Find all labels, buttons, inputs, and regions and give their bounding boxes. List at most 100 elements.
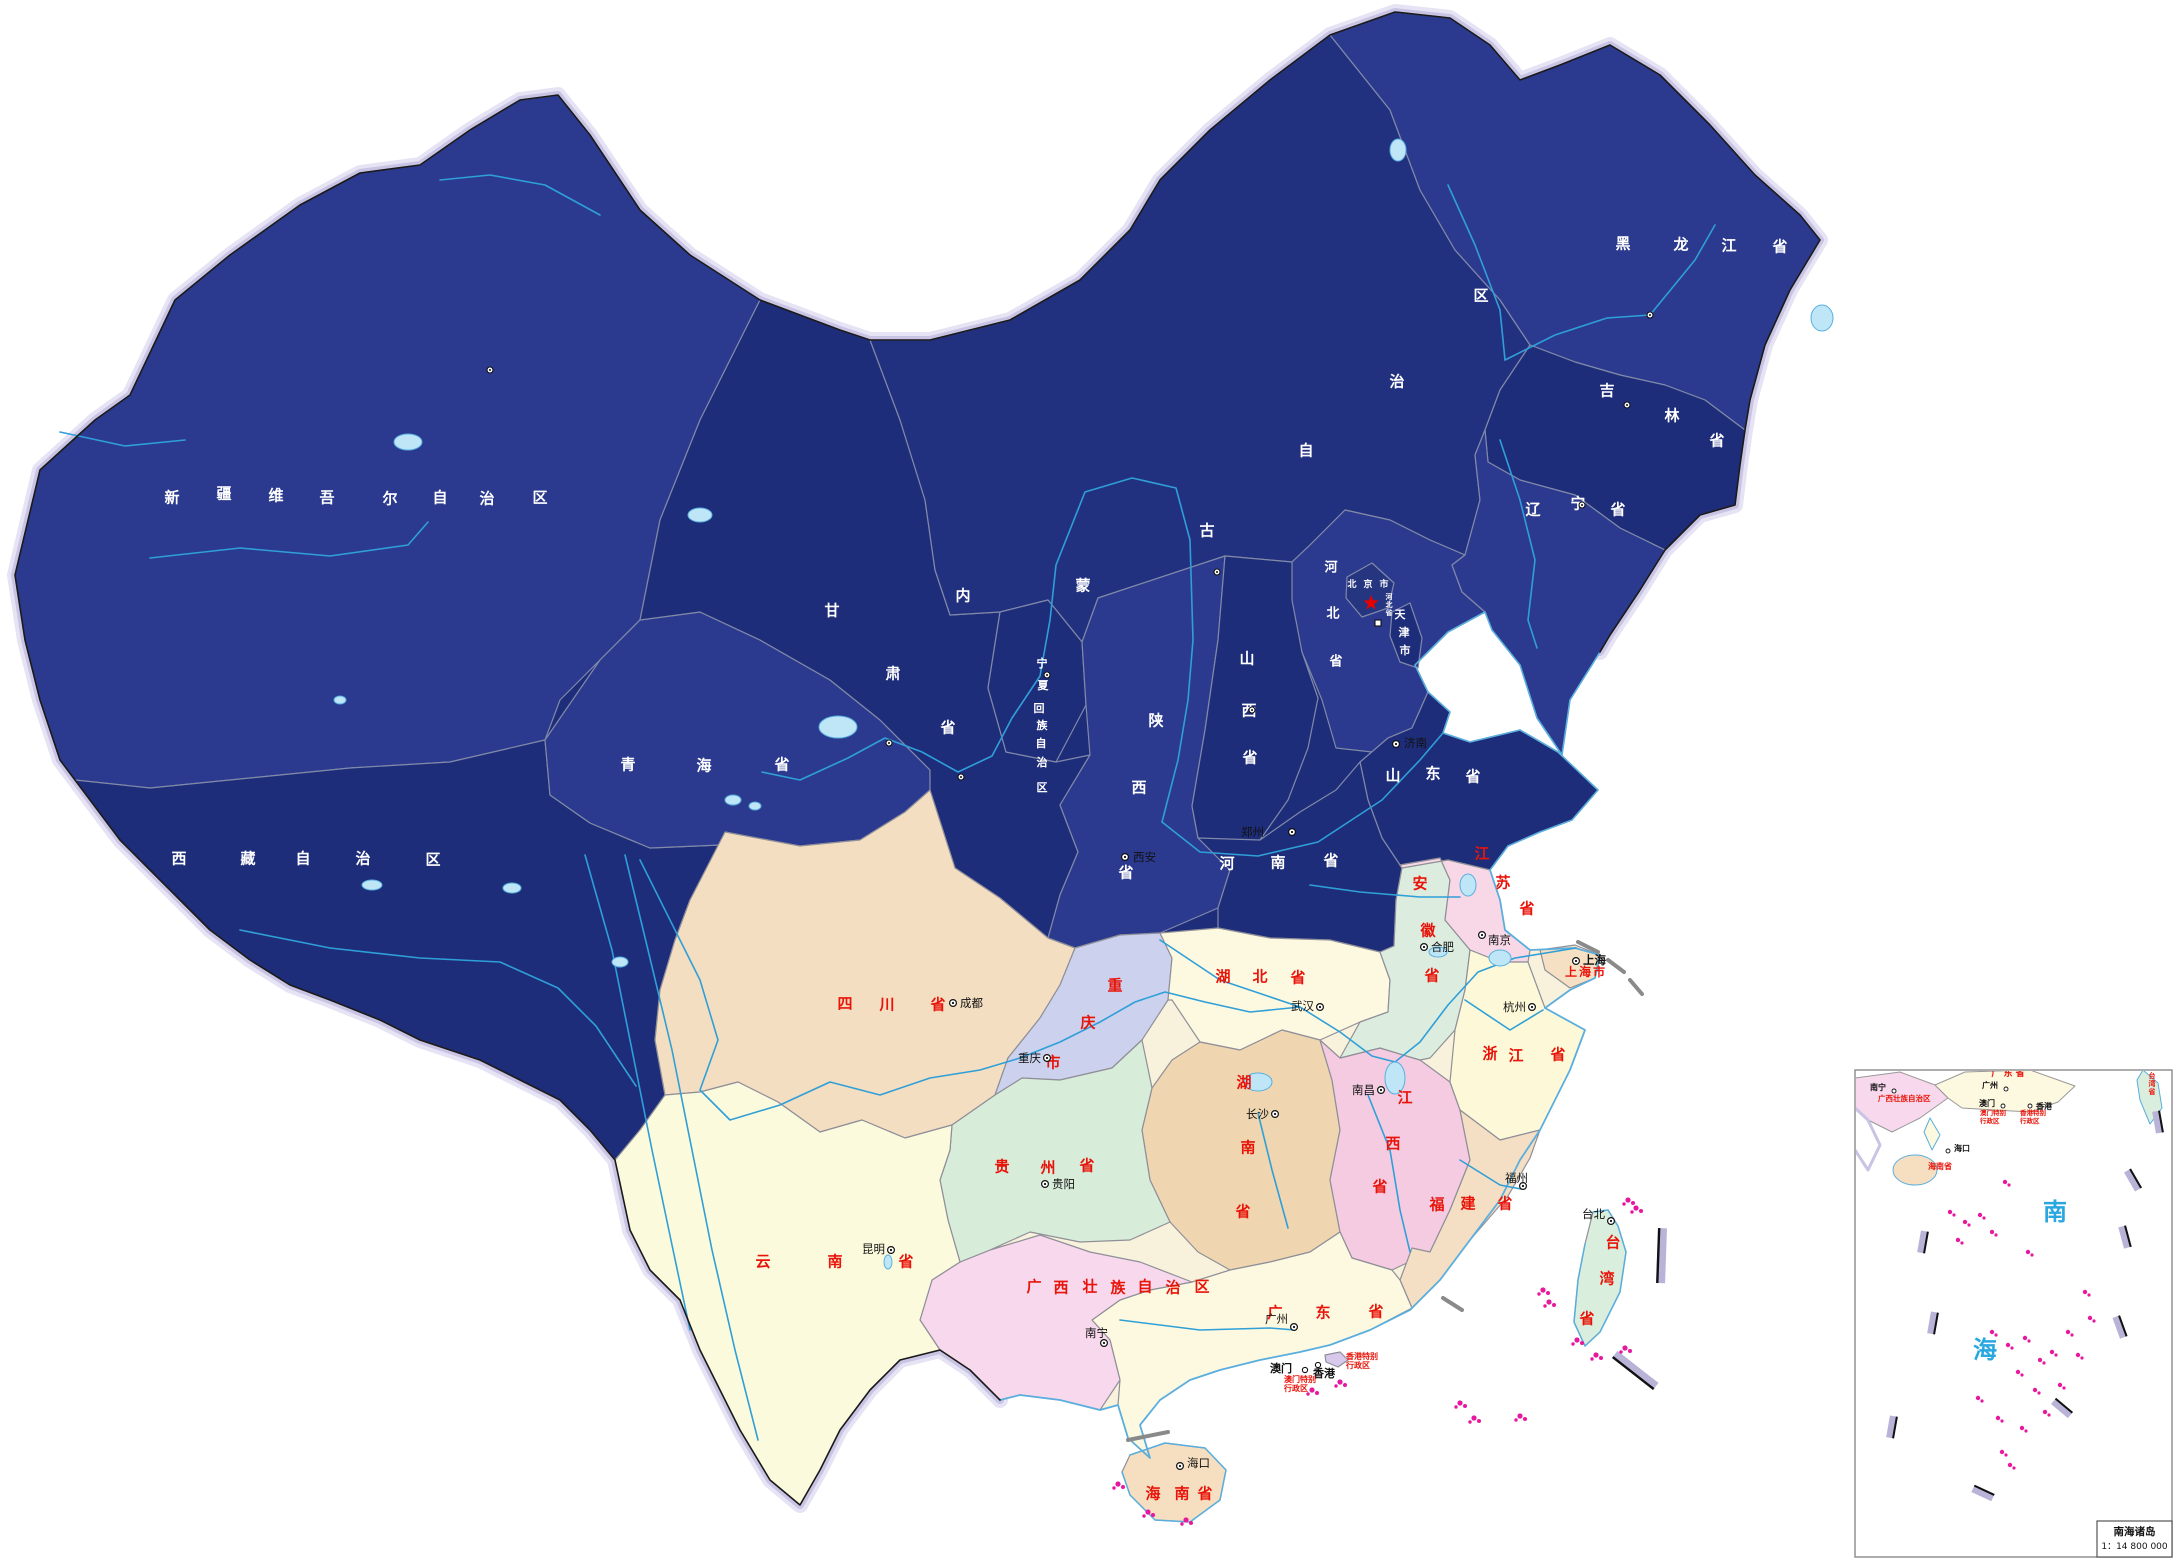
inset-title: 南海诸岛 [2114, 1525, 2156, 1538]
inset-taiwan [2136, 1071, 2163, 1125]
island-group-2 [1537, 1287, 1550, 1296]
island-group-4 [1571, 1337, 1584, 1346]
province-label-char: 庆 [1080, 1013, 1095, 1031]
province-label-char: 区 [1473, 286, 1488, 304]
province-label-char: 津 [1399, 625, 1410, 639]
city-square-dot-0 [1374, 619, 1382, 627]
island-group-10 [1142, 1509, 1155, 1518]
province-label-char: 甘 [824, 601, 839, 619]
city-label: 广州 [1265, 1312, 1288, 1326]
inset-island-24 [2007, 1462, 2016, 1470]
lake-4 [748, 801, 762, 811]
inset-island-12 [2015, 1369, 2024, 1377]
province-label-char: 治 [479, 489, 494, 507]
coast-dash-2 [1628, 978, 1644, 996]
city-label: 成都 [960, 996, 983, 1010]
province-label-gansu: 甘肃省 [824, 601, 955, 736]
sar-name: 澳门 [1270, 1361, 1292, 1375]
province-label-char: 夏 [1038, 679, 1050, 692]
province-hubei [1159, 927, 1391, 1051]
river-7 [239, 929, 637, 1087]
sar-label-line: 行政区 [1345, 1360, 1370, 1370]
inset-island-1 [1962, 1219, 1971, 1227]
capital-star-beijing [1363, 595, 1379, 610]
province-label-qinghai: 青海省 [620, 755, 789, 774]
lake-6 [502, 882, 522, 894]
coast-dash-4 [1126, 1430, 1170, 1442]
province-label-char: 四 [837, 994, 852, 1012]
inset-dash-bar-0 [2152, 1110, 2164, 1134]
province-label-hebei: 河北省 [1324, 560, 1342, 670]
inset-label-char: 湾 [2149, 1079, 2156, 1088]
lake-14 [1384, 1061, 1406, 1095]
sar-label-line: 行政区 [1283, 1383, 1308, 1393]
lake-15 [1243, 1072, 1273, 1092]
province-label-neimenggu: 内 蒙 古 自 治 区 [955, 286, 1488, 604]
city-dot-8 [1578, 501, 1586, 509]
city-label: 西安 [1133, 850, 1156, 864]
river-5 [624, 854, 759, 1441]
province-label-char: 福 [1428, 1195, 1444, 1213]
coastline-south [999, 869, 1601, 1459]
city-dot-4 [1213, 568, 1221, 576]
province-label-char: 疆 [216, 484, 231, 502]
inset-island-23 [1999, 1449, 2008, 1457]
boundary-dash-bar-0 [1656, 1228, 1667, 1284]
province-label-char: 省 [1708, 431, 1724, 449]
province-label-char: 省 [1496, 1194, 1512, 1212]
province-label-char: 藏 [240, 849, 255, 867]
island-group-1 [1630, 1205, 1643, 1214]
lake-2 [818, 715, 858, 739]
province-label-char: 天 [1395, 608, 1407, 621]
province-label-char: 吾 [319, 488, 334, 506]
inset-island-5 [2002, 1179, 2011, 1187]
province-label-char: 上 [1565, 964, 1577, 979]
river-3 [761, 477, 1444, 857]
province-label-char: 龙 [1672, 235, 1688, 253]
province-label-char: 京 [1363, 578, 1372, 590]
province-label-char: 南 [1174, 1484, 1189, 1502]
inset-label: 行政区 [2019, 1116, 2040, 1125]
lake-11 [1488, 949, 1512, 967]
province-label-char: 内 [955, 586, 970, 604]
province-label-char: 省 [1322, 851, 1338, 869]
lake-5 [361, 879, 383, 891]
island-group-6 [1619, 1345, 1632, 1354]
boundary-dash-bar-1 [1611, 1350, 1659, 1391]
city-jiangxi-capital: 南昌 [1352, 1083, 1385, 1097]
coast-dash-3 [1441, 1296, 1464, 1312]
city-hubei-capital: 武汉 [1291, 999, 1324, 1013]
lake-16 [883, 1254, 893, 1270]
province-label-char: 市 [1400, 643, 1411, 657]
city-dot-7 [1623, 401, 1631, 409]
province-label-char: 西 [1385, 1134, 1400, 1152]
city-label: 济南 [1404, 736, 1427, 750]
province-label-char: 市 [1379, 578, 1388, 590]
province-label-jilin: 吉林省 [1599, 381, 1724, 449]
province-label-char: 山 [1239, 649, 1254, 667]
province-label-char: 湖 [1215, 967, 1230, 985]
province-label-char: 南 [827, 1252, 842, 1270]
province-label-char: 林 [1664, 406, 1680, 424]
province-label-char: 自 [432, 488, 447, 506]
inset-hainan [1892, 1154, 1938, 1186]
inset-island-11 [2037, 1357, 2046, 1365]
province-label-char: 黑 [1615, 234, 1630, 252]
inset-dash-bar-1 [2124, 1168, 2142, 1192]
lake-12 [1428, 946, 1448, 958]
city-henan-capital: 郑州 [1241, 825, 1296, 839]
province-label-char: 江 [1508, 1046, 1523, 1064]
city-dot-3 [957, 773, 965, 781]
province-label-char: 州 [1039, 1158, 1055, 1176]
province-label-jiangsu: 江苏省 [1474, 844, 1534, 917]
city-label: 郑州 [1241, 825, 1264, 839]
city-label: 武汉 [1291, 999, 1314, 1013]
province-label-guangxi: 广西壮族自治区 [1026, 1277, 1209, 1296]
island-group-12 [1306, 1387, 1319, 1396]
inset-scale: 1：14 800 000 [2101, 1542, 2168, 1552]
province-label-char: 维 [268, 486, 283, 504]
city-jiangsu-capital: 南京 [1477, 930, 1511, 947]
city-shanghai-capital: 上海 [1571, 953, 1606, 967]
